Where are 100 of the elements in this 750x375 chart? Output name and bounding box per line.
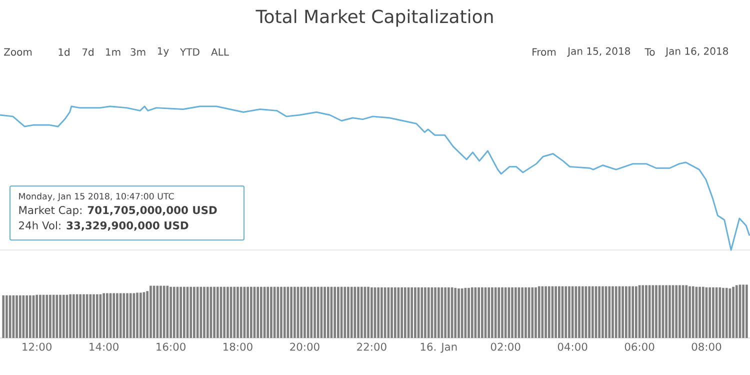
bar — [578, 286, 580, 338]
bar — [170, 286, 172, 338]
bar — [400, 287, 403, 338]
bar — [491, 287, 494, 338]
bar — [481, 287, 484, 338]
bar — [427, 287, 430, 338]
bar — [240, 286, 242, 338]
bar — [79, 294, 82, 338]
bar — [414, 287, 416, 338]
bar — [718, 287, 722, 338]
bar — [260, 286, 262, 338]
bar — [139, 292, 142, 338]
bar — [270, 286, 272, 338]
x-tick-label: 08:00 — [692, 342, 722, 351]
bar — [136, 292, 138, 338]
bar — [102, 293, 105, 338]
bar — [394, 287, 396, 338]
bar — [236, 286, 239, 338]
bar — [283, 286, 286, 338]
bar — [233, 286, 236, 338]
bar — [347, 286, 350, 338]
text: 1y — [158, 47, 169, 57]
bar — [39, 294, 42, 338]
bar — [390, 287, 393, 338]
bar — [106, 293, 108, 338]
bar — [36, 294, 38, 338]
bar — [534, 287, 537, 338]
bar — [538, 286, 540, 338]
bar — [624, 286, 628, 338]
bar — [129, 293, 132, 338]
bar — [568, 286, 570, 338]
text: ALL — [211, 48, 229, 56]
text: Jan 16, 2018 — [665, 47, 728, 57]
bar — [498, 287, 500, 338]
bar — [280, 286, 282, 338]
x-tick-label: 14:00 — [90, 342, 118, 351]
bar — [478, 287, 480, 338]
bar — [712, 287, 714, 338]
bar — [444, 287, 447, 338]
bar — [420, 287, 424, 338]
bar — [326, 286, 330, 338]
text: Jan 15, 2018 — [567, 47, 630, 57]
bar — [246, 286, 249, 338]
bar — [166, 286, 169, 338]
bar — [602, 286, 604, 338]
bar — [634, 286, 638, 338]
bar — [548, 286, 550, 338]
bar — [380, 287, 383, 338]
x-tick-label: 02:00 — [490, 342, 520, 351]
bar — [216, 286, 219, 338]
text: YTD — [180, 48, 200, 56]
bar — [357, 286, 360, 338]
bar — [206, 286, 209, 338]
bar — [304, 286, 306, 338]
bar — [69, 294, 72, 338]
bar — [367, 286, 370, 338]
bar — [213, 286, 216, 338]
bar — [316, 286, 320, 338]
bar — [18, 295, 22, 338]
bar — [564, 286, 568, 338]
bar — [6, 295, 8, 338]
bar — [722, 288, 724, 338]
chart-title: Total Market Capitalization — [256, 9, 493, 27]
x-tick-label: 22:00 — [357, 342, 386, 351]
bar — [337, 286, 340, 338]
text: To — [644, 48, 655, 56]
bar — [180, 286, 182, 338]
bar — [468, 288, 470, 338]
bar — [531, 287, 534, 338]
bar — [424, 287, 426, 338]
bar — [728, 288, 732, 338]
bar — [658, 285, 661, 338]
bar — [511, 287, 514, 338]
bar — [524, 287, 527, 338]
bar — [454, 288, 457, 338]
bar — [354, 286, 356, 338]
bar — [665, 285, 668, 338]
bar — [126, 293, 128, 338]
bar — [410, 287, 414, 338]
bar — [59, 294, 62, 338]
bar — [488, 287, 490, 338]
text: Zoom — [4, 48, 32, 56]
bar — [702, 286, 704, 338]
bar — [290, 286, 292, 338]
bar — [688, 286, 691, 338]
text: 1m — [106, 48, 120, 56]
bar — [668, 285, 671, 338]
bar — [370, 287, 373, 338]
bar — [334, 286, 336, 338]
bar — [521, 287, 524, 338]
bar — [52, 294, 55, 338]
bar — [344, 286, 346, 338]
bar — [434, 287, 436, 338]
bar — [162, 286, 166, 338]
bar — [698, 286, 701, 338]
bar — [541, 286, 544, 338]
bar — [223, 286, 226, 338]
bar — [581, 286, 584, 338]
x-tick-label: 04:00 — [558, 342, 588, 351]
bar — [608, 286, 611, 338]
